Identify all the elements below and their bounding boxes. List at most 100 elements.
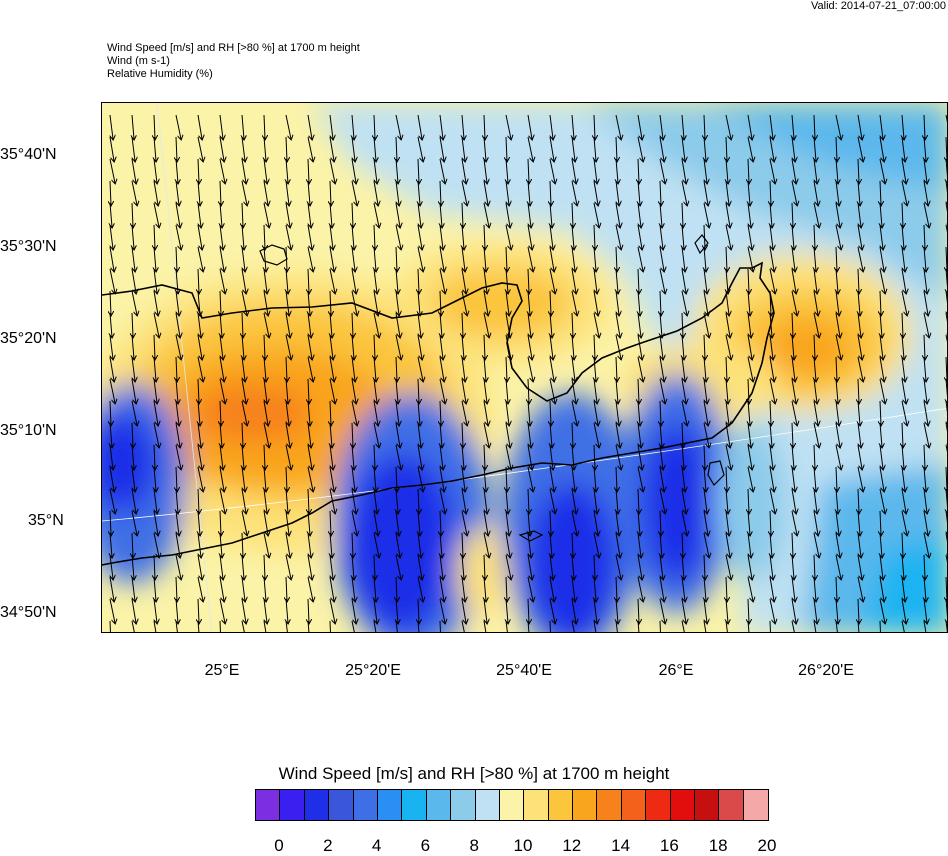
wind-arrow [791,180,797,205]
wind-arrow [615,180,619,205]
wind-arrow [769,356,774,381]
wind-arrow [924,246,926,271]
wind-arrow [154,136,156,161]
wind-arrow [330,290,331,315]
wind-arrow [725,510,729,535]
wind-arrow [461,466,465,491]
wind-arrow [197,444,202,469]
wind-arrow [527,356,533,381]
wind-arrow [131,598,136,623]
wind-arrow [528,378,529,403]
wind-arrow [880,202,882,227]
wind-arrow [923,180,928,205]
wind-arrow [549,488,555,513]
colorbar-label: 6 [420,836,431,855]
wind-arrow [726,466,727,491]
wind-arrow [219,136,224,161]
wind-arrow [329,554,333,579]
wind-arrow [835,400,839,425]
wind-arrow [615,554,621,579]
wind-arrow [373,180,378,205]
wind-arrow [594,246,596,271]
wind-arrow [153,598,157,623]
wind-arrow [527,532,531,557]
wind-arrow [792,224,794,249]
wind-arrow [923,312,929,337]
wind-arrow [571,466,575,491]
wind-arrow [483,312,489,337]
wind-arrow [770,180,771,205]
wind-arrow [307,312,311,337]
wind-arrow [923,158,927,183]
wind-arrow [879,268,885,293]
wind-arrow [924,136,926,161]
wind-arrow [858,488,859,513]
wind-arrow [704,444,705,469]
colorbar-label: 14 [611,836,631,855]
wind-arrow [132,444,134,469]
wind-arrow [264,136,266,161]
wind-arrow [814,224,815,249]
wind-arrow [461,620,465,632]
wind-arrow [395,444,401,469]
colorbar-swatch [353,790,378,820]
wind-arrow [572,312,573,337]
wind-arrow [439,598,445,623]
wind-arrow [307,136,313,161]
wind-arrow [858,180,860,205]
wind-arrow [198,598,199,623]
wind-arrow [858,400,860,425]
wind-arrow [395,554,401,579]
wind-arrow [572,334,574,359]
wind-arrow [814,554,815,579]
wind-arrow [351,356,355,381]
wind-arrow [395,422,400,447]
wind-arrow [615,114,621,139]
wind-arrow [571,488,576,513]
wind-arrow [505,400,509,425]
wind-arrow [131,378,136,403]
wind-arrow [484,356,486,381]
wind-arrow [682,114,684,139]
wind-arrow [945,444,947,453]
wind-arrow [901,576,905,601]
wind-arrow [726,158,728,183]
wind-arrow [329,576,334,601]
wind-arrow [681,576,685,601]
wind-arrow [483,202,489,227]
wind-arrow [550,532,552,557]
wind-arrow [241,246,245,271]
wind-arrow [418,158,419,183]
wind-arrow [857,554,862,579]
wind-arrow [681,268,686,293]
wind-arrow [439,378,445,403]
wind-arrow [440,290,441,315]
wind-arrow [770,202,772,227]
wind-arrow [681,510,687,535]
wind-arrow [659,334,663,359]
wind-arrow [814,444,815,469]
wind-arrow [461,488,466,513]
wind-arrow [637,114,642,139]
wind-arrow [462,554,464,579]
colorbar-swatch [426,790,452,820]
wind-arrow [329,136,334,161]
wind-arrow [857,224,862,249]
wind-arrow [879,598,885,623]
wind-arrow [285,290,289,315]
wind-arrow [747,356,753,381]
wind-arrow [527,444,532,469]
wind-arrow [351,510,357,535]
wind-arrow [351,290,357,315]
wind-arrow [154,576,156,601]
wind-arrow [770,532,772,557]
wind-arrow [945,620,947,632]
wind-arrow [131,136,135,161]
wind-arrow [440,312,442,337]
wind-arrow [462,312,463,337]
wind-arrow [242,114,244,139]
wind-arrow [263,180,268,205]
map-panel[interactable] [101,102,948,633]
colorbar-label: 0 [274,836,284,855]
wind-arrow [241,488,246,513]
